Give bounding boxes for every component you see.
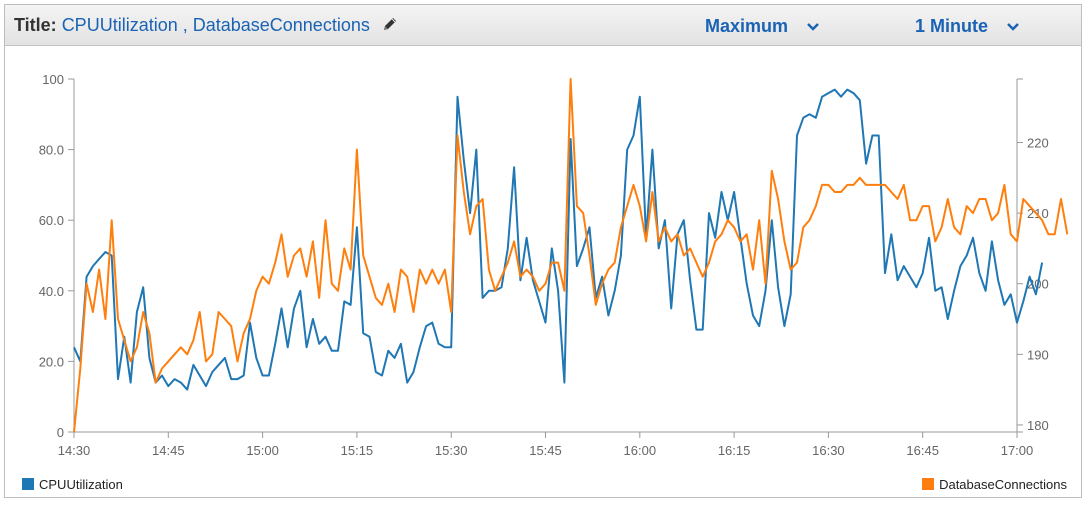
x-tick-label: 15:00: [246, 443, 279, 458]
x-tick-label: 16:15: [718, 443, 751, 458]
statistic-dropdown[interactable]: Maximum: [705, 13, 819, 37]
x-tick-label: 14:30: [58, 443, 91, 458]
legend-swatch: [922, 478, 935, 490]
x-tick-label: 17:00: [1001, 443, 1034, 458]
statistic-value: Maximum: [705, 16, 789, 36]
x-tick-label: 15:30: [435, 443, 468, 458]
y-left-tick-label: 40.0: [39, 284, 64, 299]
series-line-cpuutilization: [73, 88, 1044, 391]
chevron-down-icon: [1007, 13, 1019, 37]
y-left-tick-label: 80.0: [39, 143, 64, 158]
x-tick-label: 16:45: [906, 443, 939, 458]
series-line-databaseconnections: [73, 78, 1069, 433]
y-right-tick-label: 190: [1027, 347, 1049, 362]
x-tick-label: 14:45: [152, 443, 185, 458]
legend-label: CPUUtilization: [39, 477, 123, 492]
y-left-tick-label: 60.0: [39, 213, 64, 228]
legend-item-databaseconnections[interactable]: DatabaseConnections: [922, 477, 1067, 492]
x-tick-label: 16:30: [812, 443, 845, 458]
graph-panel: Title: CPUUtilization , DatabaseConnecti…: [4, 4, 1082, 498]
pencil-icon[interactable]: [381, 15, 399, 38]
legend-item-cpuutilization[interactable]: CPUUtilization: [22, 477, 123, 492]
graph-title[interactable]: Title: CPUUtilization , DatabaseConnecti…: [14, 14, 399, 38]
x-tick-label: 16:00: [624, 443, 657, 458]
y-right-tick-label: 210: [1027, 206, 1049, 221]
x-tick-label: 15:45: [529, 443, 562, 458]
period-value: 1 Minute: [915, 16, 989, 36]
y-right-tick-label: 220: [1027, 136, 1049, 151]
period-dropdown[interactable]: 1 Minute: [915, 13, 1019, 37]
y-left-tick-label: 100: [42, 72, 64, 87]
title-label: Title:: [14, 15, 57, 35]
title-text[interactable]: CPUUtilization , DatabaseConnections: [61, 15, 370, 35]
x-tick-label: 15:15: [341, 443, 374, 458]
legend-label: DatabaseConnections: [939, 477, 1067, 492]
y-right-tick-label: 180: [1027, 418, 1049, 433]
graph-header: Title: CPUUtilization , DatabaseConnecti…: [5, 5, 1081, 46]
chevron-down-icon: [807, 13, 819, 37]
legend-swatch: [22, 478, 34, 490]
y-left-tick-label: 20.0: [39, 354, 64, 369]
y-left-tick-label: 0: [57, 425, 64, 440]
